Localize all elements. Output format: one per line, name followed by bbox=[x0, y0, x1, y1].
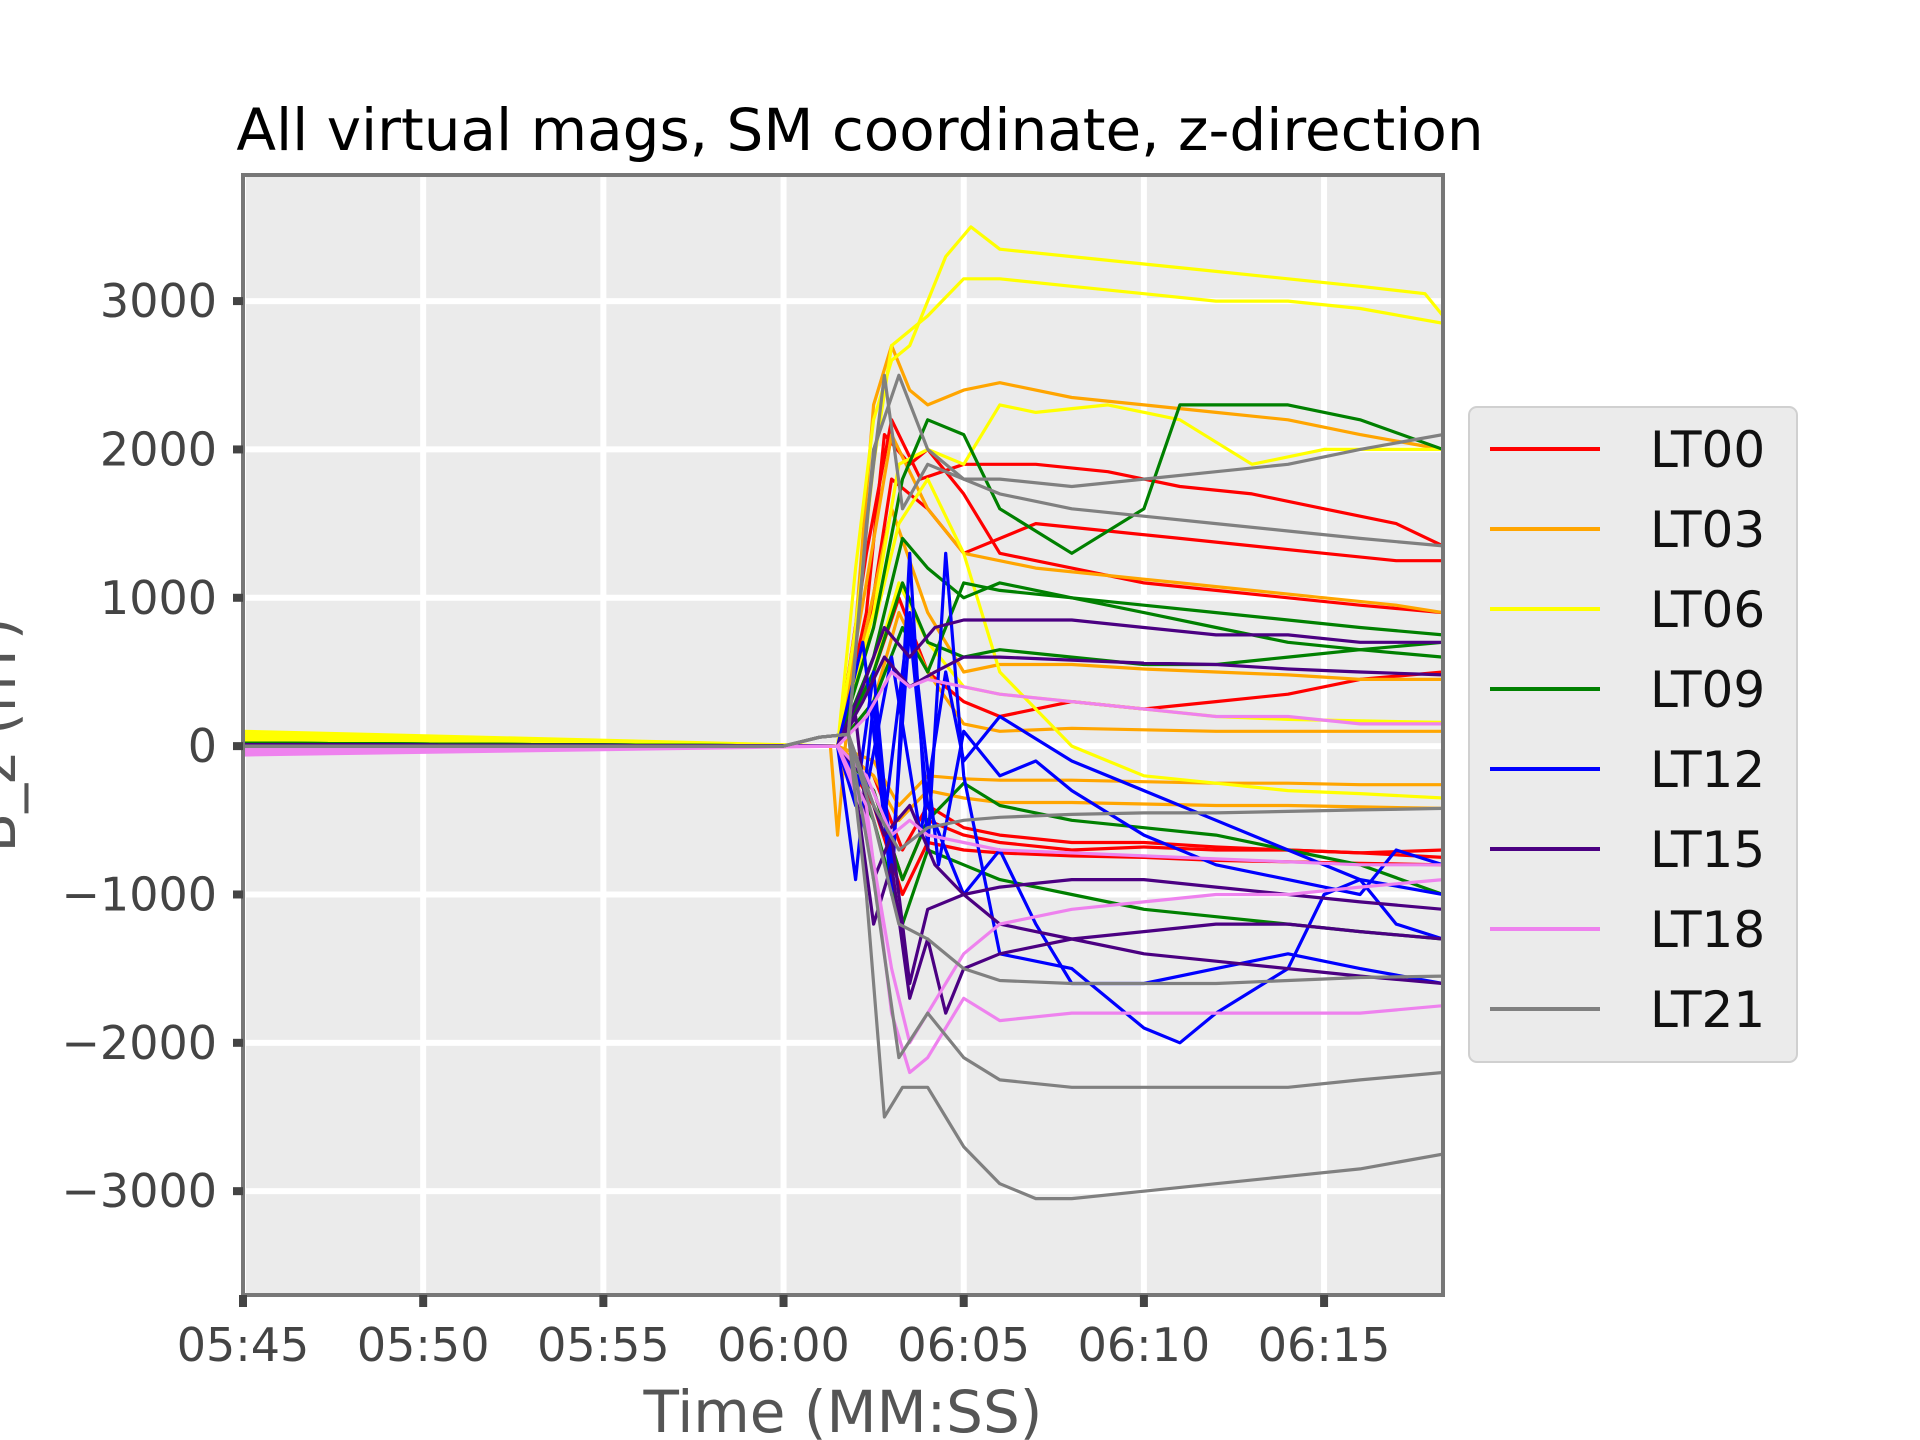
x-tick-label: 06:05 bbox=[897, 1318, 1030, 1372]
x-axis-label: Time (MM:SS) bbox=[643, 1378, 1043, 1440]
legend: LT00 LT03 LT06 LT09 LT12 LT15 LT18 LT21 bbox=[1468, 406, 1798, 1063]
series-line-lt12-1 bbox=[243, 625, 1443, 986]
legend-label-lt03: LT03 bbox=[1650, 501, 1765, 559]
x-tick-label: 06:15 bbox=[1258, 1318, 1391, 1372]
series-line-lt18-1 bbox=[243, 744, 1443, 1045]
legend-label-lt00: LT00 bbox=[1650, 421, 1765, 479]
series-line-lt03-3 bbox=[243, 741, 1443, 822]
y-tick-label: 1000 bbox=[100, 571, 217, 625]
series-line-lt15-3 bbox=[243, 655, 1443, 748]
legend-label-lt21: LT21 bbox=[1650, 981, 1765, 1039]
x-tick-label: 05:55 bbox=[537, 1318, 670, 1372]
legend-label-lt15: LT15 bbox=[1650, 821, 1765, 879]
x-tick-label: 05:45 bbox=[177, 1318, 310, 1372]
legend-label-lt18: LT18 bbox=[1650, 901, 1765, 959]
series-line-lt12-2 bbox=[243, 610, 1443, 897]
series-line-lt15-2 bbox=[243, 618, 1443, 748]
y-tick-label: −3000 bbox=[61, 1164, 217, 1218]
series-line-lt00-0 bbox=[243, 433, 1443, 748]
chart-title: All virtual mags, SM coordinate, z-direc… bbox=[236, 96, 1483, 164]
series-line-lt15-0 bbox=[243, 742, 1443, 1015]
series-line-lt12-3 bbox=[243, 655, 1443, 897]
y-tick-label: 3000 bbox=[100, 274, 217, 328]
series-line-lt18-2 bbox=[243, 670, 1443, 753]
series-line-lt03-1 bbox=[243, 433, 1443, 748]
series-line-lt06-2 bbox=[243, 403, 1443, 748]
y-axis-label: B_z (nT) bbox=[0, 617, 29, 852]
legend-label-lt09: LT09 bbox=[1650, 661, 1765, 719]
x-tick-label: 06:10 bbox=[1078, 1318, 1211, 1372]
plot-frame bbox=[241, 173, 1445, 1297]
legend-label-lt06: LT06 bbox=[1650, 581, 1765, 639]
series-lt21 bbox=[243, 373, 1443, 1201]
legend-box bbox=[1468, 406, 1798, 1063]
series-line-lt06-0 bbox=[243, 225, 1443, 748]
y-axis-ticks: 3000 2000 1000 0 −1000 −2000 −3000 bbox=[61, 274, 243, 1218]
x-tick-label: 06:00 bbox=[717, 1318, 850, 1372]
y-tick-label: 0 bbox=[188, 719, 217, 773]
series-lt18 bbox=[243, 670, 1443, 1075]
y-tick-label: −1000 bbox=[61, 867, 217, 921]
legend-label-lt12: LT12 bbox=[1650, 741, 1765, 799]
x-axis-ticks: 05:45 05:50 05:55 06:00 06:05 06:10 06:15 bbox=[177, 1295, 1391, 1372]
series-line-lt18-3 bbox=[243, 744, 1443, 867]
series-layer bbox=[243, 225, 1443, 1201]
x-tick-label: 05:50 bbox=[357, 1318, 490, 1372]
y-tick-label: −2000 bbox=[61, 1016, 217, 1070]
series-line-lt09-0 bbox=[243, 403, 1443, 748]
y-tick-label: 2000 bbox=[100, 422, 217, 476]
series-line-lt21-5 bbox=[243, 732, 1443, 852]
grid-lines bbox=[240, 175, 1443, 1295]
series-line-lt00-1 bbox=[243, 418, 1443, 748]
series-line-lt03-2 bbox=[243, 507, 1443, 748]
